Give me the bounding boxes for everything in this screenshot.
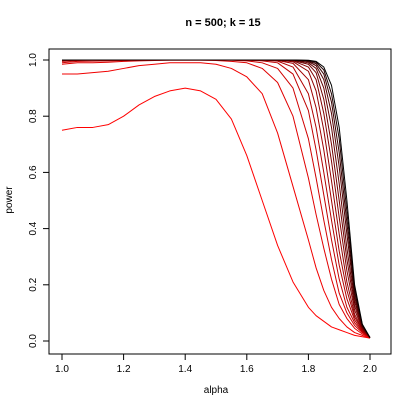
x-tick-label: 1.6 — [240, 364, 254, 375]
x-axis-label: alpha — [204, 385, 229, 396]
y-tick-label: 0.6 — [28, 165, 39, 179]
x-tick-label: 2.0 — [363, 364, 377, 375]
y-tick-label: 1.0 — [28, 53, 39, 67]
y-tick-label: 0.8 — [28, 109, 39, 123]
chart-title: n = 500; k = 15 — [185, 17, 260, 29]
x-tick-label: 1.8 — [301, 364, 315, 375]
y-axis: 0.0 0.2 0.4 0.6 0.8 1.0 — [28, 53, 50, 348]
series-line-10 — [62, 59, 371, 338]
series-line-2 — [62, 62, 371, 339]
y-axis-label: power — [4, 186, 15, 214]
series-layer — [61, 59, 371, 339]
x-tick-label: 1.0 — [55, 364, 69, 375]
series-line-15 — [62, 59, 371, 338]
x-tick-label: 1.4 — [178, 364, 192, 375]
y-tick-label: 0.2 — [28, 277, 39, 291]
y-tick-label: 0.4 — [28, 221, 39, 235]
x-tick-label: 1.2 — [117, 364, 131, 375]
y-tick-label: 0.0 — [28, 334, 39, 348]
series-line-1 — [61, 87, 371, 339]
series-line-4 — [61, 59, 371, 339]
series-line-3 — [61, 59, 371, 339]
x-axis: 1.0 1.2 1.4 1.6 1.8 2.0 — [55, 353, 377, 375]
